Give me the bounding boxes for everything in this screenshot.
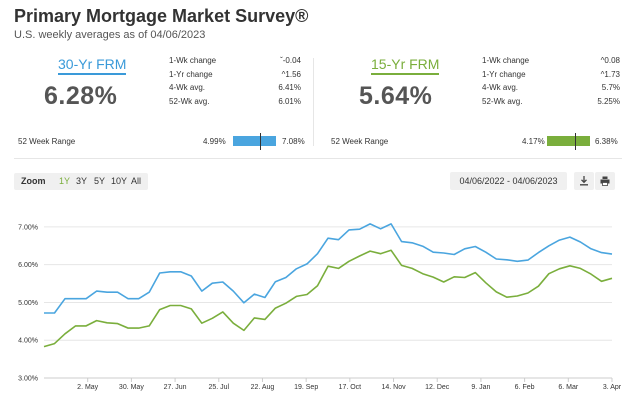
y-tick-label: 3.00% [18, 376, 38, 383]
stat-label: 1-Wk change [482, 56, 530, 65]
frm30-stat-row: 1-Wk change ˇ-0.04 [169, 56, 301, 70]
x-tick-label: 9. Jan [471, 384, 490, 391]
zoom-1y-button[interactable]: 1Y [59, 176, 71, 186]
frm15-label[interactable]: 15-Yr FRM [371, 56, 440, 75]
date-range-picker[interactable]: 04/06/2022 - 04/06/2023 [450, 172, 567, 190]
zoom-3y-button[interactable]: 3Y [76, 176, 88, 186]
x-tick-label: 3. Apr [603, 384, 622, 391]
chevron-up-icon: ^ [600, 56, 605, 65]
y-tick-label: 4.00% [18, 338, 38, 345]
y-tick-label: 7.00% [18, 224, 38, 231]
stat-value: ^1.56 [281, 69, 301, 79]
zoom-bar: Zoom 1Y 3Y 5Y 10Y All [14, 173, 148, 190]
stat-label: 4-Wk avg. [482, 83, 519, 93]
frm15-stat-row: 4-Wk avg. 5.7% [482, 83, 620, 97]
x-tick-label: 17. Oct [339, 384, 362, 391]
x-tick-label: 22. Aug [251, 384, 275, 391]
stat-label: 1-Yr change [169, 69, 213, 79]
stat-value: ^0.08 [600, 56, 620, 65]
range-marker [259, 133, 261, 150]
stat-value: 6.41% [278, 83, 301, 93]
frm30-label[interactable]: 30-Yr FRM [58, 56, 127, 75]
print-button[interactable] [595, 172, 615, 190]
frm15-range: 52 Week Range 4.17% 6.38% [331, 133, 621, 150]
stat-label: 52-Wk avg. [482, 96, 523, 106]
range-bar [547, 133, 590, 150]
range-low: 4.99% [203, 137, 226, 146]
frm30-range: 52 Week Range 4.99% 7.08% [18, 133, 306, 150]
x-tick-label: 30. May [119, 384, 144, 391]
zoom-10y-button[interactable]: 10Y [111, 176, 128, 186]
x-tick-label: 19. Sep [294, 384, 318, 391]
frm30-stat-row: 1-Yr change ^1.56 [169, 70, 301, 84]
y-tick-label: 5.00% [18, 300, 38, 307]
zoom-5y-button[interactable]: 5Y [94, 176, 106, 186]
frm30-value: 6.28% [44, 82, 118, 110]
range-bar [233, 133, 276, 150]
frm30-panel: 30-Yr FRM 6.28% 1-Wk change ˇ-0.04 1-Yr c… [14, 52, 306, 122]
x-tick-label: 2. May [77, 384, 99, 391]
stat-value: ˇ-0.04 [280, 56, 301, 65]
stat-label: 4-Wk avg. [169, 83, 206, 93]
frm15-value: 5.64% [359, 82, 433, 110]
stat-value: ^1.73 [600, 69, 620, 79]
x-tick-label: 27. Jun [164, 384, 187, 391]
page-title: Primary Mortgage Market Survey® [14, 6, 309, 26]
range-label: 52 Week Range [18, 137, 76, 146]
range-label: 52 Week Range [331, 137, 389, 146]
panel-divider [313, 58, 314, 146]
chevron-up-icon: ^ [281, 69, 286, 79]
x-tick-label: 14. Nov [381, 384, 406, 391]
rate-history-chart: 3.00% 4.00% 5.00% 6.00% 7.00% 2. May 30. May 27… [18, 223, 622, 391]
printer-icon [600, 176, 610, 186]
frm30-stats: 1-Wk change ˇ-0.04 1-Yr change ^1.56 4-Wk … [169, 56, 301, 110]
frm30-stat-row: 52-Wk avg. 6.01% [169, 97, 301, 111]
stat-value: 5.25% [597, 96, 620, 106]
frm15-stat-row: 1-Yr change ^1.73 [482, 70, 620, 84]
section-divider [14, 158, 622, 159]
range-high: 6.38% [595, 137, 618, 146]
range-low: 4.17% [522, 137, 545, 146]
stat-value: 5.7% [601, 83, 620, 93]
frm15-stat-row: 1-Wk change ^0.08 [482, 56, 620, 70]
range-marker [575, 133, 577, 150]
frm15-stat-row: 52-Wk avg. 5.25% [482, 97, 620, 111]
frm15-stats: 1-Wk change ^0.08 1-Yr change ^1.73 4-Wk a… [482, 56, 620, 110]
frm30-stat-row: 4-Wk avg. 6.41% [169, 83, 301, 97]
chevron-down-icon: ˇ [280, 56, 283, 65]
zoom-all-button[interactable]: All [131, 176, 142, 186]
zoom-label: Zoom [21, 176, 46, 186]
download-button[interactable] [574, 172, 594, 190]
x-tick-label: 12. Dec [425, 384, 450, 391]
series-line-30yr [44, 223, 613, 314]
stat-label: 52-Wk avg. [169, 96, 210, 106]
x-tick-label: 6. Feb [515, 384, 535, 391]
page-subtitle: U.S. weekly averages as of 04/06/2023 [14, 29, 206, 41]
x-tick-label: 6. Mar [558, 384, 579, 391]
x-tick-label: 25. Jul [208, 384, 229, 391]
download-icon [580, 176, 588, 186]
stat-label: 1-Wk change [169, 56, 217, 65]
series-line-15yr [43, 249, 613, 348]
stat-label: 1-Yr change [482, 69, 526, 79]
stat-value: 6.01% [278, 96, 301, 106]
chevron-up-icon: ^ [600, 69, 605, 79]
range-high: 7.08% [282, 137, 305, 146]
frm15-panel: 15-Yr FRM 5.64% 1-Wk change ^0.08 1-Yr ch… [322, 52, 622, 122]
y-tick-label: 6.00% [18, 262, 38, 269]
